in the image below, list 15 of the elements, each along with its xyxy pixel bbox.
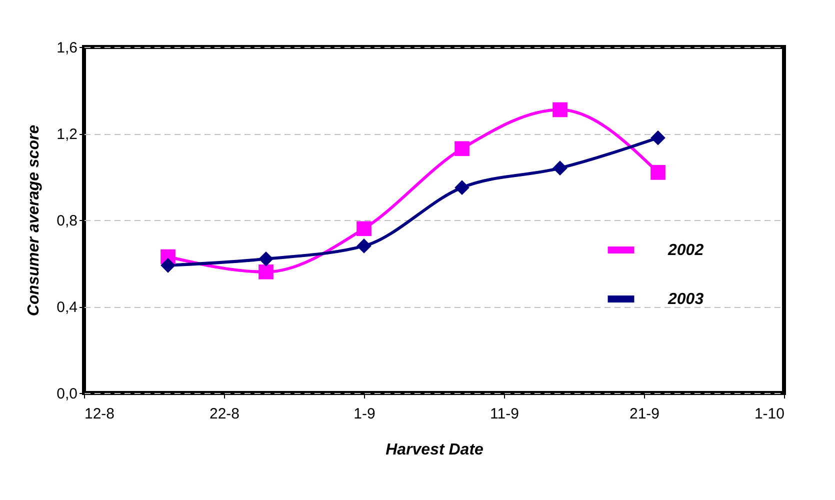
- x-tick-label: 22-8: [209, 406, 240, 422]
- x-tick-label: 1-10: [754, 406, 784, 422]
- y-tick-label: 0,4: [56, 299, 78, 316]
- y-tick-label: 0,8: [56, 212, 78, 230]
- x-axis-title: Harvest Date: [386, 442, 484, 458]
- y-axis-title: Consumer average score: [26, 124, 43, 316]
- x-tick-label: 21-9: [629, 406, 660, 422]
- y-tick-label: 0,0: [56, 386, 78, 402]
- x-tick-label: 12-8: [84, 406, 115, 422]
- x-tick-label: 11-9: [490, 406, 519, 422]
- legend-label: 2003: [667, 291, 704, 308]
- y-tick-label: 1,6: [56, 40, 78, 56]
- legend-label: 2002: [667, 242, 704, 259]
- x-tick-label: 1-9: [354, 406, 376, 422]
- y-tick-label: 1,2: [56, 126, 78, 143]
